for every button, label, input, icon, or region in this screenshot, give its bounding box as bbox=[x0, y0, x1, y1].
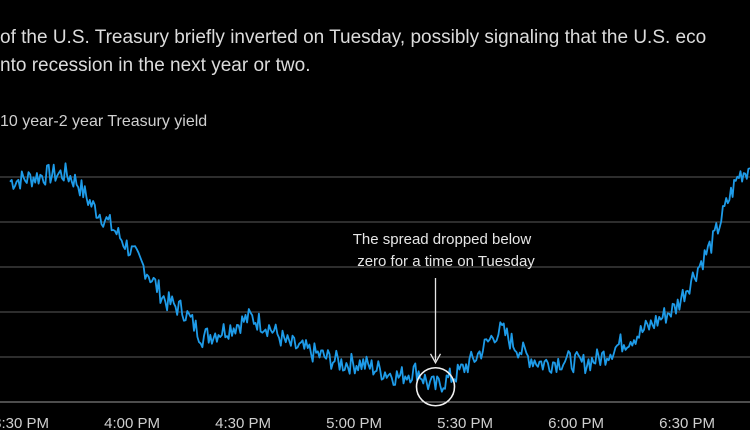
chart-subtitle: of the U.S. Treasury briefly inverted on… bbox=[0, 24, 750, 80]
x-tick-label-5: 6:00 PM bbox=[548, 415, 604, 430]
x-axis-ticks: 3:30 PM 4:00 PM 4:30 PM 5:00 PM 5:30 PM 6:00 … bbox=[0, 415, 715, 430]
series-line bbox=[9, 162, 750, 393]
x-tick-label-6: 6:30 PM bbox=[659, 415, 715, 430]
grid-lines bbox=[0, 176, 750, 403]
annotation-line-2: zero for a time on Tuesday bbox=[357, 253, 535, 270]
x-tick-label-2: 4:30 PM bbox=[215, 415, 271, 430]
annotation-circle bbox=[415, 366, 456, 407]
annotation-line-1: The spread dropped below bbox=[353, 231, 532, 248]
y-axis-label: 10 year-2 year Treasury yield bbox=[0, 113, 208, 130]
subtitle-line-1: of the U.S. Treasury briefly inverted on… bbox=[0, 27, 707, 48]
subtitle-line-2: nto recession in the next year or two. bbox=[0, 55, 311, 76]
x-tick-label-1: 4:00 PM bbox=[104, 415, 160, 430]
annotation-layer: The spread dropped below zero for a time … bbox=[353, 231, 535, 407]
annotation-arrow-head bbox=[429, 353, 442, 365]
series-layer bbox=[9, 162, 750, 393]
x-tick-label-3: 5:00 PM bbox=[326, 415, 382, 430]
x-tick-label-4: 5:30 PM bbox=[437, 415, 493, 430]
x-tick-label-0: 3:30 PM bbox=[0, 415, 49, 430]
